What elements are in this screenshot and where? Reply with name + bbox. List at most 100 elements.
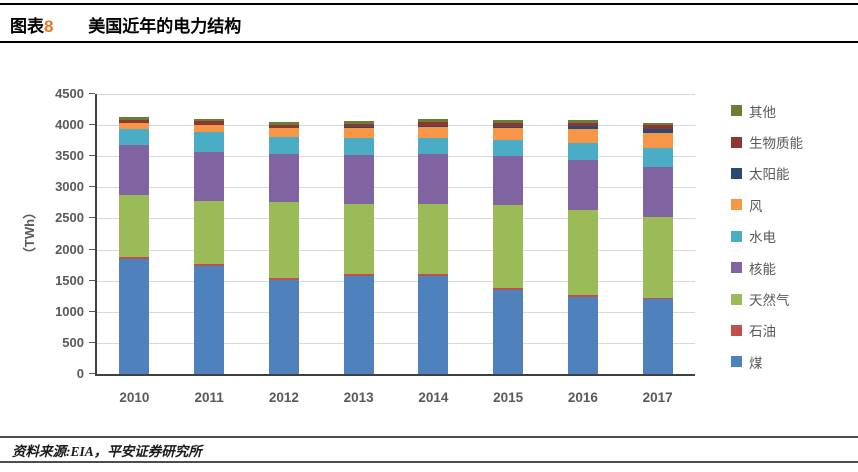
bar-segment-核能	[119, 145, 150, 196]
bar-segment-太阳能	[642, 129, 673, 133]
top-rule	[0, 3, 858, 5]
bar-segment-天然气	[119, 195, 150, 257]
bar-segment-煤	[119, 259, 150, 374]
bar-segment-核能	[268, 154, 299, 203]
bar-segment-其他	[268, 122, 299, 125]
source-rule-bottom	[0, 461, 858, 463]
bar-segment-核能	[418, 154, 449, 204]
legend-swatch-icon	[731, 105, 742, 117]
bar-segment-太阳能	[343, 127, 374, 128]
y-tick-label: 2000	[55, 241, 84, 257]
legend-swatch-icon	[731, 324, 742, 336]
bar-2015	[493, 120, 524, 374]
figure-header: 图表8 美国近年的电力结构	[10, 12, 241, 37]
bar-segment-石油	[194, 264, 225, 267]
gridline	[97, 280, 695, 282]
bar-segment-天然气	[642, 217, 673, 298]
bar-segment-风	[642, 132, 673, 149]
bar-segment-煤	[493, 289, 524, 374]
bar-segment-其他	[567, 120, 598, 123]
legend-item: 水电	[731, 221, 803, 252]
bar-2010	[119, 117, 150, 374]
legend-swatch-icon	[731, 356, 742, 368]
bar-segment-其他	[119, 117, 150, 120]
y-tick-label: 3500	[55, 148, 84, 164]
bar-segment-生物质能	[119, 119, 150, 123]
bar-segment-生物质能	[493, 122, 524, 127]
bar-segment-煤	[194, 266, 225, 374]
bar-segment-煤	[418, 275, 449, 374]
bar-segment-核能	[642, 166, 673, 218]
x-tick-label: 2015	[493, 390, 524, 405]
y-tick-mark	[89, 217, 95, 219]
y-tick-label: 3000	[55, 179, 84, 195]
legend-swatch-icon	[731, 230, 742, 242]
legend-swatch-icon	[731, 293, 742, 305]
x-tick-label: 2014	[418, 390, 449, 405]
gridline	[97, 218, 695, 220]
y-tick-mark	[89, 124, 95, 126]
legend-swatch-icon	[731, 136, 742, 148]
y-tick-mark	[89, 341, 95, 343]
bar-segment-其他	[493, 120, 524, 123]
bar-segment-风	[567, 128, 598, 143]
bar-segment-水电	[343, 138, 374, 155]
bar-segment-煤	[567, 296, 598, 374]
legend-item: 煤	[731, 346, 803, 377]
bar-segment-核能	[194, 152, 225, 202]
bar-segment-石油	[268, 278, 299, 280]
bar-segment-石油	[493, 288, 524, 290]
x-tick-label: 2017	[642, 390, 673, 405]
figure-number: 8	[44, 17, 54, 36]
legend-label: 煤	[749, 355, 763, 371]
bar-segment-水电	[194, 132, 225, 153]
bar-segment-天然气	[418, 203, 449, 274]
bar-segment-生物质能	[567, 122, 598, 127]
bar-segment-煤	[268, 279, 299, 374]
y-tick-mark	[89, 186, 95, 188]
bar-segment-生物质能	[418, 121, 449, 126]
legend-label: 生物质能	[749, 136, 803, 152]
legend-swatch-icon	[731, 262, 742, 274]
bar-segment-天然气	[493, 205, 524, 289]
legend: 其他 生物质能 太阳能风水电 核能 天然气 石油煤	[731, 95, 803, 378]
y-tick-label: 500	[62, 334, 84, 350]
legend-label: 石油	[749, 324, 776, 340]
bar-segment-天然气	[567, 209, 598, 296]
legend-label: 太阳能	[749, 167, 790, 183]
bar-2011	[194, 118, 225, 374]
bar-segment-风	[493, 128, 524, 141]
legend-item: 其他	[731, 95, 803, 126]
bar-segment-其他	[194, 118, 225, 122]
bar-segment-煤	[642, 298, 673, 374]
y-tick-label: 1000	[55, 303, 84, 319]
y-tick-label: 4500	[55, 86, 84, 101]
bar-2014	[418, 119, 449, 374]
source-rule-top	[0, 436, 858, 438]
bar-segment-石油	[567, 295, 598, 297]
legend-item: 石油	[731, 315, 803, 346]
bar-segment-太阳能	[567, 126, 598, 129]
bar-2013	[343, 121, 374, 374]
legend-label: 核能	[749, 261, 776, 277]
y-tick-mark	[89, 310, 95, 312]
legend-item: 风	[731, 189, 803, 220]
legend-label: 水电	[749, 230, 776, 246]
plot-area	[89, 93, 695, 376]
y-tick-mark	[89, 155, 95, 157]
bar-2017	[642, 122, 673, 374]
bar-segment-风	[418, 126, 449, 138]
bar-segment-其他	[343, 121, 374, 124]
bar-segment-太阳能	[493, 126, 524, 129]
legend-label: 风	[749, 198, 763, 214]
bar-segment-石油	[119, 256, 150, 260]
bar-segment-核能	[343, 154, 374, 205]
y-tick-mark	[89, 248, 95, 250]
bar-segment-天然气	[194, 201, 225, 265]
y-tick-mark	[89, 93, 95, 94]
bar-segment-生物质能	[194, 121, 225, 125]
bar-segment-天然气	[268, 202, 299, 279]
y-tick-label: 2500	[55, 210, 84, 226]
bar-segment-水电	[119, 128, 150, 146]
